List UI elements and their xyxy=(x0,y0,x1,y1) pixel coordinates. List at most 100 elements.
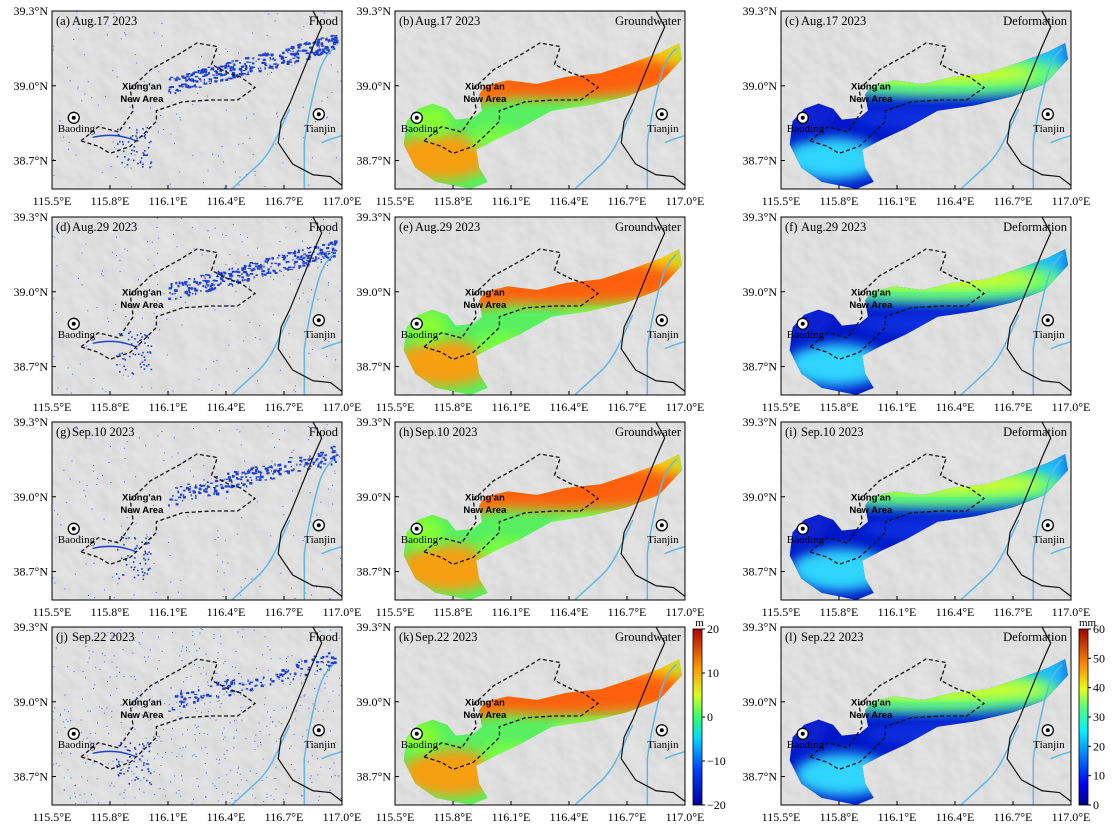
baoding-marker-icon xyxy=(410,111,423,124)
lat-tick-label: 39.0°N xyxy=(743,490,778,504)
river-line xyxy=(231,724,291,805)
lon-tick-label: 116.1°E xyxy=(878,194,917,208)
lon-tick-label: 115.5°E xyxy=(376,400,415,414)
lat-tick-label: 39.0°N xyxy=(14,79,49,93)
river-line xyxy=(1032,47,1063,189)
colorbar-tick-label: 50 xyxy=(1093,651,1105,665)
lat-tick-label: 39.3°N xyxy=(14,4,49,18)
river-line xyxy=(1032,663,1063,805)
xiongan-boundary xyxy=(79,42,257,155)
lat-tick-label: 39.3°N xyxy=(357,4,392,18)
lon-tick-label: 117.0°E xyxy=(666,605,705,619)
colorbar-unit: mm xyxy=(1079,617,1097,629)
colorbar-tick-label: 40 xyxy=(1093,681,1105,695)
panel-date: Sep.22 2023 xyxy=(801,630,864,644)
xiongan-label: Xiong'an xyxy=(122,81,162,92)
lon-tick-label: 115.5°E xyxy=(33,400,72,414)
lon-tick-label: 117.0°E xyxy=(1052,810,1091,823)
river-line xyxy=(1050,750,1071,760)
panel-letter: (h) xyxy=(399,425,414,439)
lon-tick-label: 115.8°E xyxy=(820,810,859,823)
panel-letter: (k) xyxy=(399,630,414,644)
lon-tick-label: 117.0°E xyxy=(323,810,362,823)
panel-flood-1: Baoding Tianjin Xiong'an New Area (a) Aug.17 … xyxy=(14,4,362,208)
lon-tick-label: 115.5°E xyxy=(762,400,801,414)
baoding-marker-icon xyxy=(796,727,809,740)
lon-tick-label: 115.5°E xyxy=(33,810,72,823)
tianjin-marker-icon xyxy=(655,519,668,532)
colorbar-tick-label: −20 xyxy=(707,798,726,812)
new-area-label: New Area xyxy=(120,300,164,311)
panel-frame xyxy=(394,216,686,396)
lat-tick-label: 38.7°N xyxy=(357,154,392,168)
tianjin-boundary xyxy=(620,11,685,186)
lon-tick-label: 116.7°E xyxy=(265,810,304,823)
xiongan-boundary xyxy=(422,453,600,566)
panel-frame xyxy=(394,626,686,806)
baoding-label: Baoding xyxy=(58,329,96,341)
groundwater-anomaly xyxy=(403,749,502,797)
river-line xyxy=(646,47,677,189)
new-area-label: New Area xyxy=(849,300,893,311)
xiongan-label: Xiong'an xyxy=(122,697,162,708)
lon-tick-label: 116.1°E xyxy=(149,605,188,619)
lon-tick-label: 116.1°E xyxy=(149,810,188,823)
lat-tick-label: 39.0°N xyxy=(357,285,392,299)
xiongan-label: Xiong'an xyxy=(122,492,162,503)
lon-tick-label: 116.7°E xyxy=(994,194,1033,208)
lat-tick-label: 39.0°N xyxy=(743,79,778,93)
tianjin-marker-icon xyxy=(1041,519,1054,532)
baoding-marker-icon xyxy=(796,111,809,124)
tianjin-label: Tianjin xyxy=(1033,739,1065,751)
panel-title: Groundwater xyxy=(615,630,682,644)
lat-tick-label: 38.7°N xyxy=(357,565,392,579)
tianjin-boundary xyxy=(277,11,342,186)
panel-deformation-4: Baoding Tianjin Xiong'an New Area (l) Sep.22 … xyxy=(743,620,1091,824)
tianjin-boundary xyxy=(277,217,342,392)
lon-tick-label: 115.5°E xyxy=(33,605,72,619)
lon-tick-label: 115.8°E xyxy=(820,605,859,619)
lat-tick-label: 39.0°N xyxy=(14,695,49,709)
lon-tick-label: 115.5°E xyxy=(762,810,801,823)
lon-tick-label: 115.8°E xyxy=(91,810,130,823)
xiongan-label: Xiong'an xyxy=(851,697,891,708)
xiongan-boundary xyxy=(79,658,257,771)
river-line xyxy=(303,458,334,600)
river-line xyxy=(303,663,334,805)
lon-tick-label: 116.1°E xyxy=(878,605,917,619)
lon-tick-label: 116.7°E xyxy=(994,400,1033,414)
lat-tick-label: 38.7°N xyxy=(14,565,49,579)
lon-tick-label: 116.7°E xyxy=(608,194,647,208)
river-line xyxy=(574,314,634,395)
lon-tick-label: 116.1°E xyxy=(149,194,188,208)
lon-tick-label: 115.8°E xyxy=(91,605,130,619)
lon-tick-label: 116.7°E xyxy=(265,194,304,208)
lon-tick-label: 117.0°E xyxy=(666,810,705,823)
panel-date: Sep.22 2023 xyxy=(72,630,135,644)
xiongan-boundary xyxy=(79,453,257,566)
river-line xyxy=(664,134,685,144)
panel-groundwater-1: Baoding Tianjin Xiong'an New Area (b) Aug.17 … xyxy=(357,4,705,208)
groundwater-anomaly xyxy=(403,544,498,592)
baoding-label: Baoding xyxy=(58,123,96,135)
lon-tick-label: 116.1°E xyxy=(492,810,531,823)
lon-tick-label: 116.1°E xyxy=(492,605,531,619)
lon-tick-label: 117.0°E xyxy=(1052,605,1091,619)
baoding-label: Baoding xyxy=(401,534,439,546)
river-line xyxy=(1032,253,1063,395)
lat-tick-label: 39.0°N xyxy=(357,490,392,504)
lat-tick-label: 38.7°N xyxy=(357,360,392,374)
baoding-label: Baoding xyxy=(787,123,825,135)
panel-title: Groundwater xyxy=(615,425,682,439)
lon-tick-label: 116.4°E xyxy=(936,810,975,823)
deformation-anomaly xyxy=(789,137,883,181)
panel-frame xyxy=(780,626,1072,806)
panel-letter: (l) xyxy=(785,630,797,644)
panel-title: Deformation xyxy=(1003,425,1068,439)
lon-tick-label: 116.1°E xyxy=(878,810,917,823)
xiongan-boundary xyxy=(79,248,257,361)
panel-date: Sep.10 2023 xyxy=(415,425,478,439)
lon-tick-label: 115.8°E xyxy=(91,400,130,414)
tianjin-boundary xyxy=(1006,627,1071,802)
